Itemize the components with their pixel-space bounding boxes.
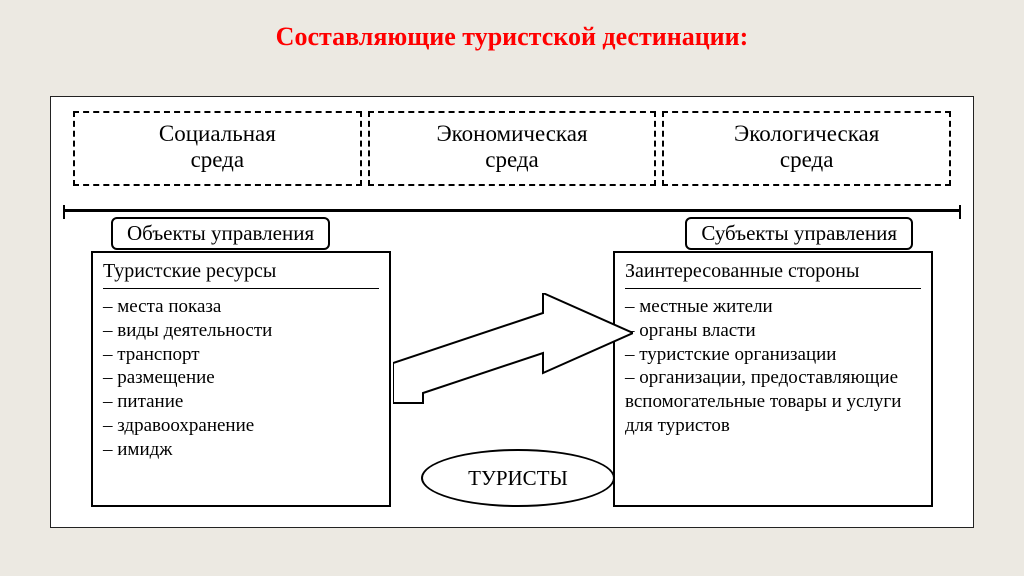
env-social-line2: среда	[191, 147, 245, 172]
env-ecological-line1: Экологическая	[734, 121, 879, 146]
env-ecological-line2: среда	[780, 147, 834, 172]
list-item: органы власти	[625, 319, 921, 343]
env-economic: Экономическая среда	[368, 111, 657, 186]
list-item: организации, предоставляющие вспомогател…	[625, 366, 921, 437]
env-ecological: Экологическая среда	[662, 111, 951, 186]
slide-title: Составляющие туристской дестинации:	[0, 22, 1024, 52]
list-item: размещение	[103, 366, 379, 390]
subjects-box: Заинтересованные стороны местные жители …	[613, 251, 933, 507]
objects-heading: Объекты управления	[111, 217, 330, 250]
tourists-ellipse: ТУРИСТЫ	[421, 449, 615, 507]
objects-list: места показа виды деятельности транспорт…	[103, 295, 379, 461]
separator-line	[63, 209, 961, 212]
arrow-icon	[393, 293, 633, 413]
list-item: виды деятельности	[103, 319, 379, 343]
list-item: питание	[103, 390, 379, 414]
subjects-heading: Субъекты управления	[685, 217, 913, 250]
list-item: здравоохранение	[103, 414, 379, 438]
env-social-line1: Социальная	[159, 121, 276, 146]
list-item: транспорт	[103, 343, 379, 367]
tourists-label: ТУРИСТЫ	[468, 466, 568, 491]
environment-row: Социальная среда Экономическая среда Эко…	[73, 111, 951, 186]
env-economic-line1: Экономическая	[436, 121, 587, 146]
env-economic-line2: среда	[485, 147, 539, 172]
list-item: имидж	[103, 438, 379, 462]
list-item: места показа	[103, 295, 379, 319]
diagram-panel: Социальная среда Экономическая среда Эко…	[50, 96, 974, 528]
subjects-list: местные жители органы власти туристские …	[625, 295, 921, 438]
objects-subtitle: Туристские ресурсы	[103, 259, 379, 289]
separator-tick-left	[63, 205, 65, 219]
separator-tick-right	[959, 205, 961, 219]
list-item: местные жители	[625, 295, 921, 319]
list-item: туристские организации	[625, 343, 921, 367]
env-social: Социальная среда	[73, 111, 362, 186]
slide: Составляющие туристской дестинации: Соци…	[0, 0, 1024, 576]
objects-box: Туристские ресурсы места показа виды дея…	[91, 251, 391, 507]
subjects-subtitle: Заинтересованные стороны	[625, 259, 921, 289]
